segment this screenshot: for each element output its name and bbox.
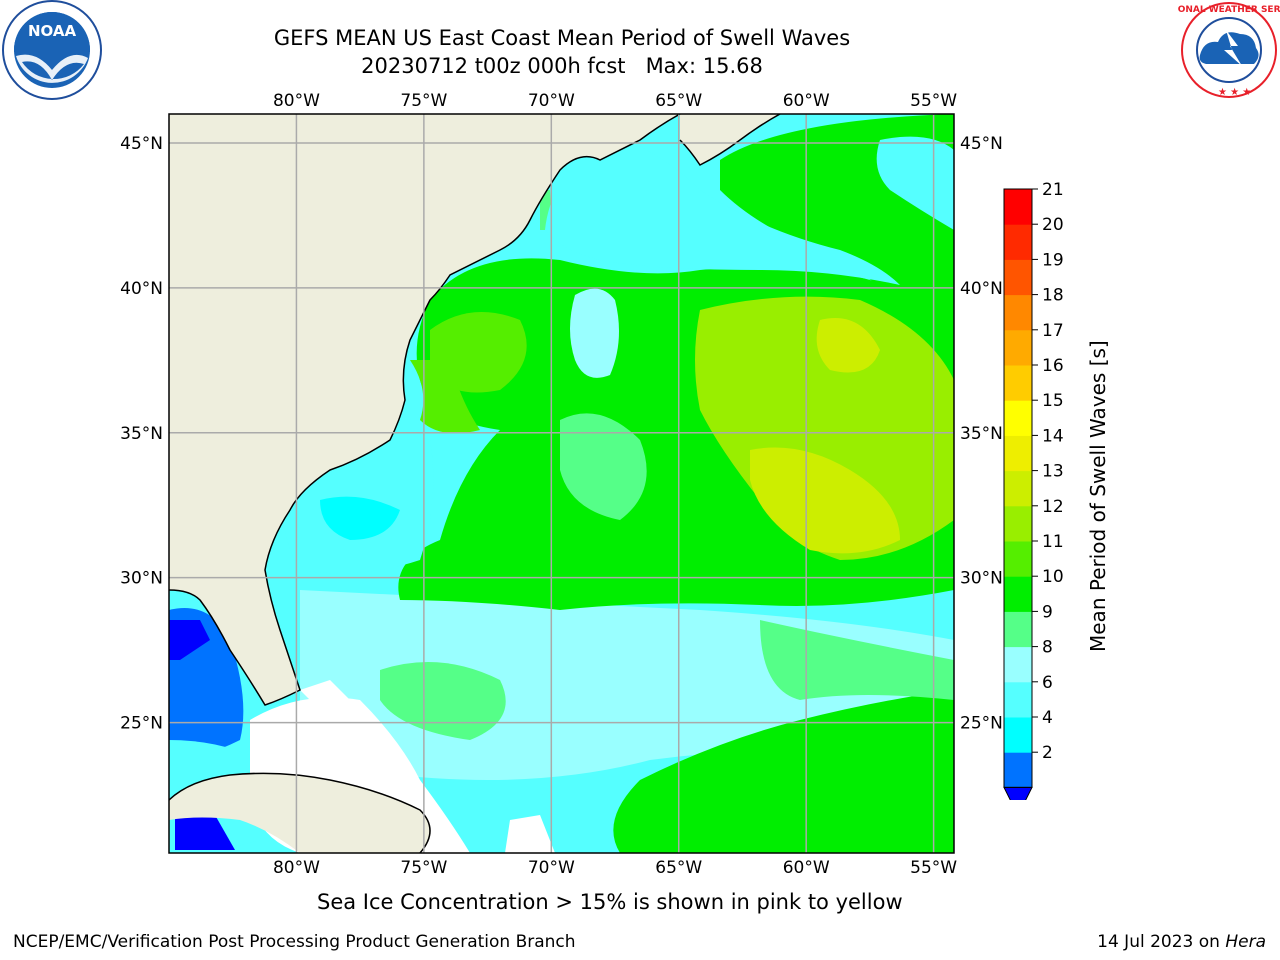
lon-tick-label-bottom: 70°W: [528, 858, 575, 878]
colorbar-swatch: [1004, 541, 1032, 577]
colorbar-tick-label: 16: [1042, 356, 1064, 376]
lat-tick-label-left: 40°N: [120, 279, 163, 299]
colorbar-tick-label: 8: [1042, 638, 1053, 658]
lat-tick-label-left: 30°N: [120, 569, 163, 589]
lon-tick-label-top: 60°W: [783, 91, 830, 111]
lon-tick-label-bottom: 60°W: [783, 858, 830, 878]
coastline: [169, 114, 781, 853]
noaa-logo: NOAA: [0, 0, 104, 100]
colorbar-swatch: [1004, 717, 1032, 753]
lat-tick-label-left: 45°N: [120, 134, 163, 154]
colorbar-tick-label: 21: [1042, 180, 1064, 200]
colorbar-extend-arrow: [1003, 786, 1033, 800]
colorbar-tick-label: 15: [1042, 391, 1064, 411]
colorbar-label: Mean Period of Swell Waves [s]: [1086, 340, 1110, 652]
lat-tick-label-right: 45°N: [960, 134, 1003, 154]
colorbar-tick-label: 11: [1042, 532, 1064, 552]
colorbar-tick-label: 14: [1042, 426, 1064, 446]
colorbar-tick-label: 13: [1042, 462, 1064, 482]
lon-tick-label-bottom: 55°W: [910, 858, 957, 878]
lat-tick-label-right: 35°N: [960, 424, 1003, 444]
colorbar-tick-label: 10: [1042, 567, 1064, 587]
colorbar: 21 20 19 18 17 16 15 14 13 12 11 10 9 8 6 4 2: [1003, 180, 1064, 800]
map-title: GEFS MEAN US East Coast Mean Period of S…: [273, 26, 851, 50]
colorbar-swatch: [1004, 470, 1032, 507]
lat-tick-label-left: 25°N: [120, 714, 163, 734]
colorbar-swatch: [1004, 329, 1032, 366]
colorbar-swatch: [1004, 752, 1032, 788]
lon-tick-label-top: 75°W: [400, 91, 447, 111]
colorbar-tick-label: 9: [1042, 602, 1053, 622]
svg-text:★ ★ ★: ★ ★ ★: [1218, 87, 1251, 98]
lon-tick-label-top: 55°W: [910, 91, 957, 111]
colorbar-tick-label: 6: [1042, 673, 1053, 693]
colorbar-tick-label: 18: [1042, 286, 1064, 306]
footer-credit: NCEP/EMC/Verification Post Processing Pr…: [13, 932, 576, 952]
colorbar-swatch: [1004, 189, 1032, 225]
colorbar-tick-label: 17: [1042, 321, 1064, 341]
lon-tick-label-bottom: 75°W: [400, 858, 447, 878]
lat-tick-label-left: 35°N: [120, 424, 163, 444]
lat-tick-label-right: 40°N: [960, 279, 1003, 299]
lon-tick-label-top: 70°W: [528, 91, 575, 111]
colorbar-swatch: [1004, 505, 1032, 542]
map-frame: [168, 113, 955, 854]
colorbar-tick-label: 12: [1042, 497, 1064, 517]
lon-tick-label-top: 65°W: [655, 91, 702, 111]
map-subtitle: 20230712 t00z 000h fcst Max: 15.68: [361, 54, 763, 78]
lon-tick-label-top: 80°W: [273, 91, 320, 111]
colorbar-tick-label: 19: [1042, 250, 1064, 270]
colorbar-swatch: [1004, 365, 1032, 401]
colorbar-tick-label: 2: [1042, 743, 1053, 763]
colorbar-swatch: [1004, 259, 1032, 296]
swell-period-field: [169, 114, 954, 853]
nws-logo: NATIONAL WEATHER SERVICE ★ ★ ★: [1154, 0, 1280, 100]
colorbar-swatch: [1004, 646, 1032, 683]
colorbar-tick-label: 4: [1042, 708, 1053, 728]
colorbar-swatch: [1004, 400, 1032, 436]
colorbar-swatch: [1004, 611, 1032, 648]
colorbar-swatch: [1004, 576, 1032, 612]
colorbar-swatch: [1004, 681, 1032, 718]
lat-tick-label-right: 25°N: [960, 714, 1003, 734]
colorbar-tick-label: 20: [1042, 215, 1064, 235]
colorbar-swatch: [1004, 224, 1032, 260]
lon-tick-label-bottom: 65°W: [655, 858, 702, 878]
colorbar-swatch: [1004, 294, 1032, 331]
footer-date: 14 Jul 2023 on Hera: [1097, 932, 1266, 952]
lon-tick-label-bottom: 80°W: [273, 858, 320, 878]
lat-tick-label-right: 30°N: [960, 569, 1003, 589]
svg-text:NATIONAL WEATHER SERVICE: NATIONAL WEATHER SERVICE: [1178, 5, 1280, 15]
map-gridlines: [169, 114, 954, 853]
noaa-logo-text: NOAA: [28, 22, 77, 40]
colorbar-swatch: [1004, 435, 1032, 472]
